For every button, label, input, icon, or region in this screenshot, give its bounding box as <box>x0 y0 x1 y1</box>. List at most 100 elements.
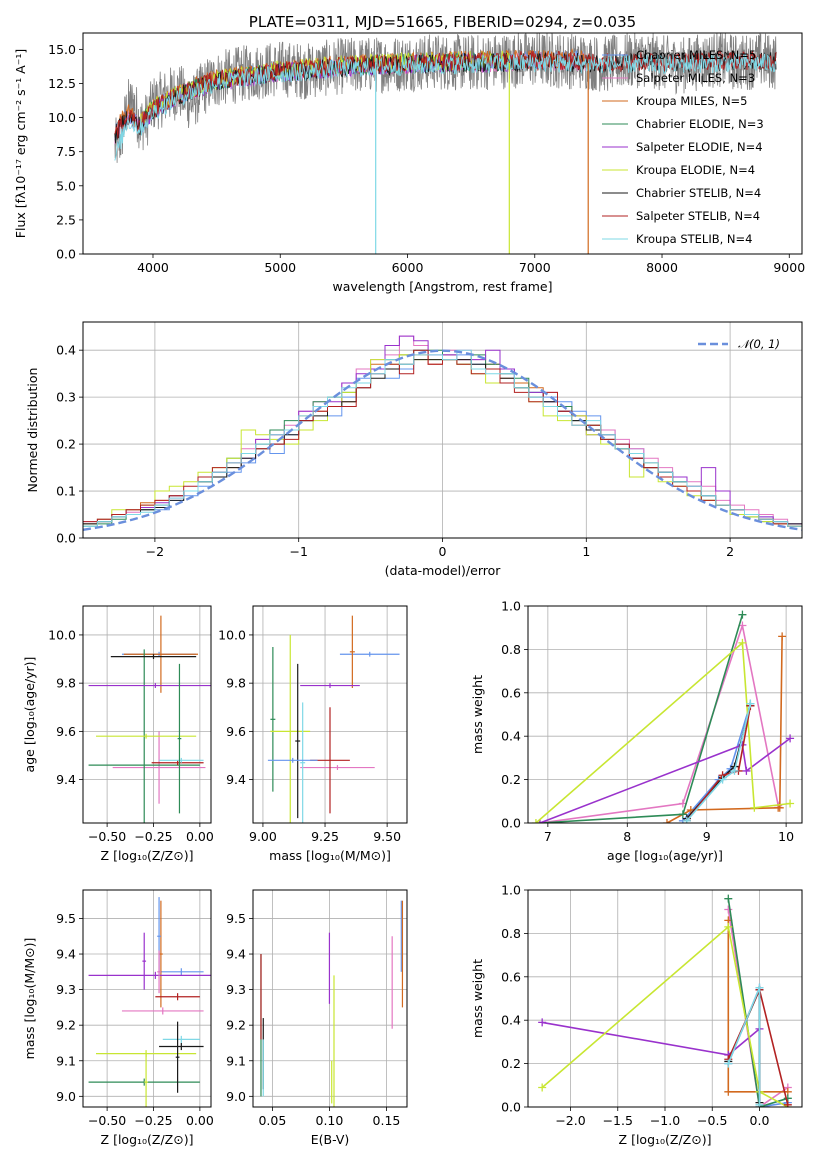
x-tick-label: 0.15 <box>373 1113 401 1128</box>
weight-point <box>786 734 795 743</box>
y-tick-label: 0.4 <box>56 343 76 358</box>
panel-z-vs-age: −0.50 −0.25 0.00 9.4 9.6 9.8 10.0 Z [log₁₀(Z/Z⊙… <box>22 605 214 863</box>
y-tick-label: 0.0 <box>501 1100 521 1115</box>
legend-entry: Kroupa MILES, N=5 <box>636 94 748 108</box>
x-tick-label: −2.0 <box>555 1113 585 1128</box>
weight-point <box>755 983 764 992</box>
y-tick-label: 9.1 <box>226 1053 246 1068</box>
x-tick-label: 6000 <box>392 260 424 275</box>
legend-entry: Salpeter STELIB, N=4 <box>636 209 760 223</box>
y-tick-label: 0.6 <box>501 969 521 984</box>
plot-area <box>531 610 795 823</box>
y-tick-label: 0.2 <box>501 1056 521 1071</box>
plot-area <box>538 894 792 1107</box>
legend-entry: Salpeter ELODIE, N=4 <box>636 140 763 154</box>
y-tick-label: 2.5 <box>56 212 76 227</box>
x-tick-label: 8000 <box>646 260 678 275</box>
axes-frame <box>82 605 212 824</box>
weight-line <box>727 898 789 1107</box>
axes-frame <box>82 889 212 1108</box>
y-tick-label: 1.0 <box>501 599 521 614</box>
legend-entry: Kroupa ELODIE, N=4 <box>636 163 755 177</box>
plot-area <box>114 33 777 254</box>
weight-point <box>783 1100 792 1107</box>
plot-area <box>83 335 802 538</box>
x-axis-label: mass [log₁₀(M/M⊙)] <box>269 848 391 863</box>
y-axis-label: Flux [fλ10⁻¹⁷ erg cm⁻² s⁻¹ A⁻¹] <box>13 49 28 238</box>
x-tick-label: 7000 <box>519 260 551 275</box>
weight-line <box>535 641 791 823</box>
legend-entry: 𝒩(0, 1) <box>738 337 780 351</box>
axes-frame <box>82 32 803 255</box>
weight-point <box>538 1018 547 1027</box>
y-tick-label: 0.8 <box>501 926 521 941</box>
x-axis-label: (data-model)/error <box>385 563 502 578</box>
panel-spectrum: 4000 5000 6000 7000 8000 9000 0.0 2.5 5.0 7.5 10.0… <box>13 13 805 294</box>
y-tick-label: 9.8 <box>56 676 76 691</box>
grid-lines <box>83 606 211 823</box>
axes-frame <box>82 321 803 539</box>
legend-entry: Chabrier STELIB, N=4 <box>636 186 761 200</box>
weight-point <box>678 810 687 819</box>
weight-line <box>539 622 779 823</box>
y-tick-label: 1.0 <box>501 883 521 898</box>
x-tick-label: −1.5 <box>603 1113 633 1128</box>
y-tick-label: 9.2 <box>56 1018 76 1033</box>
weight-line <box>542 1021 761 1056</box>
weight-point <box>778 632 787 641</box>
y-tick-label: 9.5 <box>56 911 76 926</box>
plot-area <box>88 615 211 823</box>
y-tick-label: 0.0 <box>56 531 76 546</box>
x-axis-label: Z [log₁₀(Z/Z⊙)] <box>619 1132 712 1147</box>
y-tick-label: 0.4 <box>501 1013 521 1028</box>
plot-area <box>88 897 211 1107</box>
legend-entry: Kroupa STELIB, N=4 <box>636 232 753 246</box>
y-axis-label: mass weight <box>470 959 485 1038</box>
axes-frame <box>252 605 408 824</box>
axes-frame <box>527 605 803 824</box>
panel-ebv-vs-mass: 0.05 0.10 0.15 9.0 9.1 9.2 9.3 9.4 9.5 E(B-V) <box>226 889 408 1147</box>
y-tick-label: 10.0 <box>48 627 76 642</box>
y-tick-label: 9.1 <box>56 1053 76 1068</box>
y-tick-label: 9.2 <box>226 1018 246 1033</box>
y-tick-label: 9.4 <box>56 772 76 787</box>
y-tick-label: 9.6 <box>56 724 76 739</box>
weight-point <box>730 766 739 775</box>
plot-area <box>260 900 404 1107</box>
y-tick-label: 10.0 <box>48 110 76 125</box>
x-tick-label: 5000 <box>264 260 296 275</box>
x-tick-label: 9 <box>703 829 711 844</box>
y-tick-label: 9.4 <box>226 772 246 787</box>
weight-point <box>738 610 747 619</box>
panel-mass-vs-age: 9.00 9.25 9.50 9.4 9.6 9.8 10.0 mass [log₁₀(M/M… <box>218 605 408 863</box>
weight-point <box>742 766 751 775</box>
y-tick-label: 0.8 <box>501 642 521 657</box>
weight-point <box>750 803 759 812</box>
weight-point <box>724 894 733 903</box>
y-tick-label: 0.0 <box>501 816 521 831</box>
weight-line <box>727 909 789 1107</box>
x-tick-label: −0.25 <box>134 829 172 844</box>
y-tick-label: 9.5 <box>226 911 246 926</box>
grid-lines <box>83 890 211 1107</box>
x-tick-label: 4000 <box>137 260 169 275</box>
panel-z-vs-mass: −0.50 −0.25 0.00 9.0 9.1 9.2 9.3 9.4 9.5 Z [log₁₀… <box>22 889 214 1147</box>
y-tick-label: 7.5 <box>56 144 76 159</box>
chart-title: PLATE=0311, MJD=51665, FIBERID=0294, z=0… <box>249 13 636 31</box>
x-tick-label: −1 <box>289 544 307 559</box>
weight-point <box>755 1100 764 1107</box>
y-tick-label: 0.3 <box>56 390 76 405</box>
weight-point <box>538 1083 547 1092</box>
gaussian-curve <box>83 349 802 531</box>
x-tick-label: 7 <box>544 829 552 844</box>
y-tick-label: 0.6 <box>501 685 521 700</box>
x-tick-label: 8 <box>623 829 631 844</box>
panel-z-weights: −2.0 −1.5 −1.0 −0.5 0.0 0.0 0.2 0.4 0.6 0.8 1.0 Z [… <box>470 883 803 1147</box>
plot-area <box>267 615 400 823</box>
y-tick-label: 0.2 <box>501 772 521 787</box>
x-axis-label: age [log₁₀(age/yr)] <box>607 848 723 863</box>
legend-entry: Chabrier MILES, N=5 <box>636 48 756 62</box>
x-tick-label: 9000 <box>773 260 805 275</box>
y-tick-label: 9.4 <box>226 947 246 962</box>
weight-point <box>682 816 691 823</box>
